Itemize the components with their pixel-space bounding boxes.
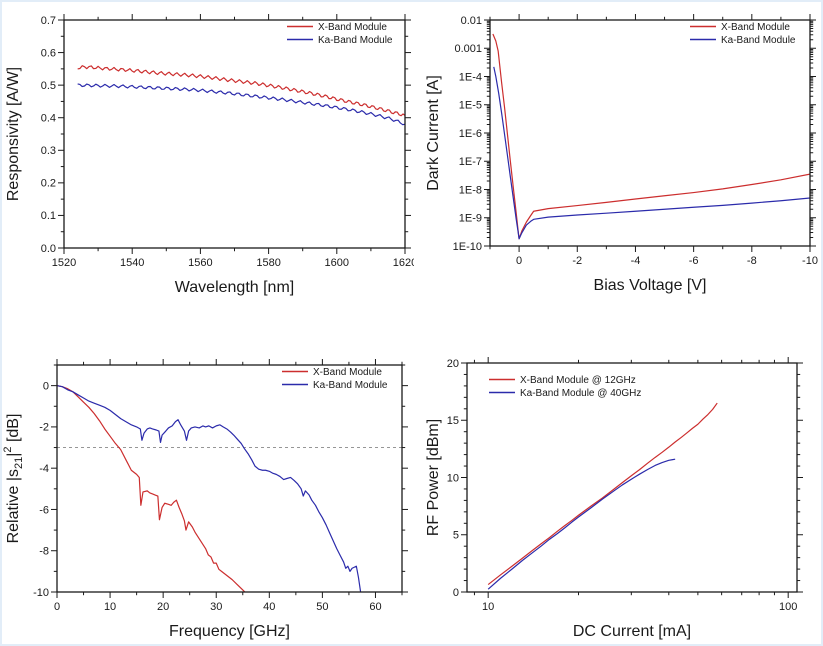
svg-text:30: 30: [210, 601, 222, 613]
svg-text:Wavelength [nm]: Wavelength [nm]: [175, 279, 294, 296]
chart-dark-current-vs-bias-voltage: 0 -2 -4 -6 -8 -10 0.01 0.001 1E-4 1E-5 1E-6 1E-7 1E-…: [422, 2, 821, 304]
svg-text:-6: -6: [39, 504, 49, 516]
svg-text:Dark Current [A]: Dark Current [A]: [425, 75, 442, 191]
svg-text:Responsivity [A/W]: Responsivity [A/W]: [5, 67, 22, 201]
svg-text:-2: -2: [39, 422, 49, 434]
svg-text:X-Band Module: X-Band Module: [313, 367, 382, 378]
svg-text:0: 0: [54, 601, 60, 613]
svg-text:40: 40: [263, 601, 275, 613]
svg-text:1E-8: 1E-8: [459, 184, 482, 196]
svg-text:100: 100: [779, 601, 797, 613]
svg-text:0.3: 0.3: [41, 145, 56, 157]
svg-text:0: 0: [43, 380, 49, 392]
svg-text:-4: -4: [631, 255, 641, 267]
svg-text:X-Band Module @ 12GHz: X-Band Module @ 12GHz: [520, 375, 636, 386]
svg-text:1520: 1520: [52, 257, 76, 269]
svg-text:1E-6: 1E-6: [459, 128, 482, 140]
svg-text:0.7: 0.7: [41, 15, 56, 27]
svg-text:1E-9: 1E-9: [459, 213, 482, 225]
svg-text:Frequency [GHz]: Frequency [GHz]: [169, 623, 290, 640]
svg-text:Relative |s21|2 [dB]: Relative |s21|2 [dB]: [2, 414, 25, 544]
svg-text:0.4: 0.4: [41, 113, 56, 125]
chart-rf-power-vs-dc-current: 10 100 0 5 10 15 20 X-Band Module @ 12GHz Ka-Ban…: [422, 347, 821, 644]
svg-text:0.0: 0.0: [41, 243, 56, 255]
svg-text:-8: -8: [747, 255, 757, 267]
svg-text:-10: -10: [802, 255, 818, 267]
svg-text:20: 20: [447, 358, 459, 370]
svg-text:X-Band Module: X-Band Module: [318, 22, 387, 33]
svg-text:10: 10: [482, 601, 494, 613]
svg-text:15: 15: [447, 415, 459, 427]
svg-text:0.1: 0.1: [41, 210, 56, 222]
svg-text:0.5: 0.5: [41, 80, 56, 92]
svg-text:DC Current [mA]: DC Current [mA]: [573, 623, 691, 640]
svg-text:RF Power [dBm]: RF Power [dBm]: [425, 419, 442, 536]
svg-text:Ka-Band Module: Ka-Band Module: [721, 35, 796, 46]
svg-text:-2: -2: [572, 255, 582, 267]
svg-text:0.2: 0.2: [41, 178, 56, 190]
svg-text:Ka-Band Module: Ka-Band Module: [313, 380, 388, 391]
svg-text:1600: 1600: [325, 257, 349, 269]
svg-text:1580: 1580: [256, 257, 280, 269]
svg-text:0: 0: [453, 587, 459, 599]
svg-text:0.6: 0.6: [41, 47, 56, 59]
svg-text:20: 20: [157, 601, 169, 613]
svg-text:1E-4: 1E-4: [459, 71, 482, 83]
svg-text:1560: 1560: [188, 257, 212, 269]
chart-s21-vs-frequency: 0 10 20 30 40 50 60 0 -2 -4 -6 -8 -10 X-Band Module Ka…: [2, 347, 414, 644]
svg-text:1540: 1540: [120, 257, 144, 269]
svg-text:60: 60: [369, 601, 381, 613]
svg-text:-10: -10: [33, 587, 49, 599]
svg-text:Ka-Band Module: Ka-Band Module: [318, 35, 393, 46]
svg-text:-8: -8: [39, 546, 49, 558]
svg-text:0.001: 0.001: [454, 43, 482, 55]
svg-text:10: 10: [104, 601, 116, 613]
svg-text:Ka-Band Module @ 40GHz: Ka-Band Module @ 40GHz: [520, 388, 641, 399]
svg-text:-4: -4: [39, 463, 49, 475]
svg-text:50: 50: [316, 601, 328, 613]
svg-text:5: 5: [453, 530, 459, 542]
svg-text:10: 10: [447, 472, 459, 484]
svg-text:Bias Voltage [V]: Bias Voltage [V]: [594, 277, 707, 294]
svg-text:-6: -6: [689, 255, 699, 267]
svg-text:0.01: 0.01: [461, 15, 482, 27]
svg-text:1E-7: 1E-7: [459, 156, 482, 168]
svg-text:1E-10: 1E-10: [453, 241, 482, 253]
svg-text:0: 0: [516, 255, 522, 267]
svg-text:1E-5: 1E-5: [459, 100, 482, 112]
svg-text:X-Band Module: X-Band Module: [721, 22, 790, 33]
